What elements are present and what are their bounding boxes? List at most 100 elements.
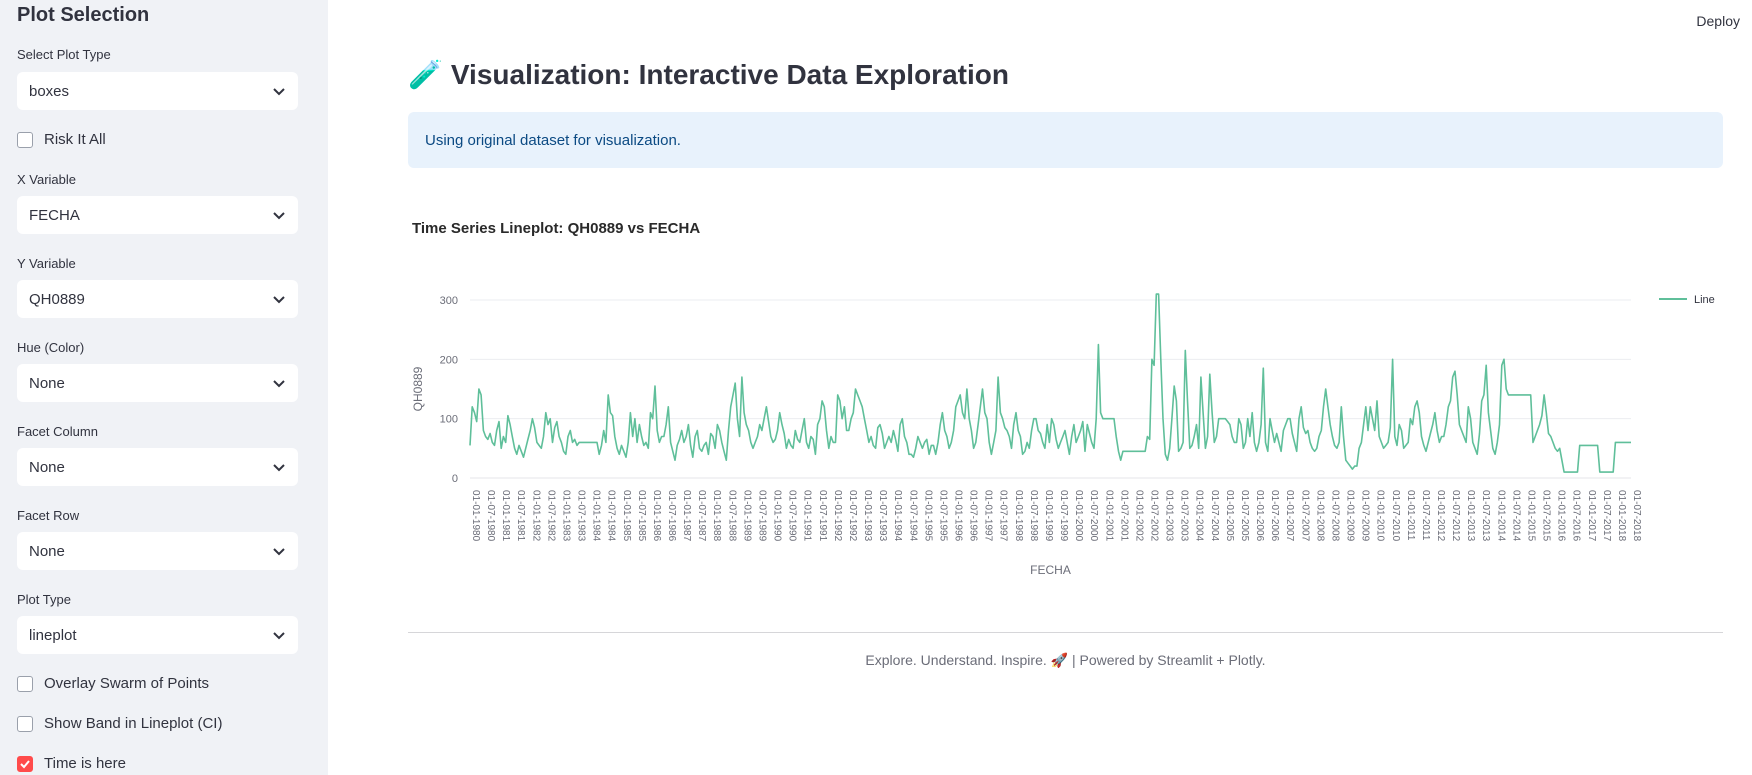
- x-tick-label: 01-07-1989: [756, 490, 767, 542]
- x-tick-label: 01-07-2004: [1209, 490, 1220, 542]
- x-tick-label: 01-07-2007: [1299, 490, 1310, 542]
- x-tick-label: 01-07-1995: [937, 490, 948, 542]
- x-tick-label: 01-07-2003: [1179, 490, 1190, 542]
- y-axis-label: QH0889: [411, 366, 425, 411]
- chevron-down-icon: [272, 460, 286, 474]
- x-tick-label: 01-07-2018: [1631, 490, 1642, 542]
- x-tick-label: 01-01-2000: [1073, 490, 1084, 542]
- overlay-swarm-label: Overlay Swarm of Points: [44, 675, 210, 692]
- x-tick-label: 01-07-2017: [1601, 490, 1612, 542]
- x-tick-label: 01-07-1992: [847, 490, 858, 542]
- deploy-button[interactable]: Deploy: [1696, 13, 1740, 29]
- y-variable-select[interactable]: QH0889: [17, 280, 298, 318]
- test-tube-icon: 🧪: [408, 59, 443, 90]
- hue-label: Hue (Color): [17, 340, 85, 355]
- x-tick-label: 01-01-1984: [591, 490, 602, 542]
- x-variable-select[interactable]: FECHA: [17, 196, 298, 234]
- show-band-label: Show Band in Lineplot (CI): [44, 715, 223, 732]
- check-icon: [20, 759, 30, 768]
- x-tick-label: 01-07-1990: [787, 490, 798, 542]
- hue-select[interactable]: None: [17, 364, 298, 402]
- facet-row-label: Facet Row: [17, 508, 80, 523]
- x-tick-label: 01-07-2010: [1390, 490, 1401, 542]
- plot-type-select[interactable]: boxes: [17, 72, 298, 110]
- x-tick-label: 01-07-2008: [1329, 490, 1340, 542]
- x-tick-label: 01-07-1985: [636, 490, 647, 542]
- x-tick-label: 01-01-1986: [651, 490, 662, 542]
- x-tick-label: 01-01-2007: [1284, 490, 1295, 542]
- x-tick-label: 01-01-1999: [1043, 490, 1054, 542]
- x-tick-label: 01-07-1987: [696, 490, 707, 542]
- x-tick-label: 01-01-1989: [741, 490, 752, 542]
- x-tick-label: 01-01-2016: [1556, 490, 1567, 542]
- x-tick-label: 01-01-1983: [560, 490, 571, 542]
- chevron-down-icon: [272, 208, 286, 222]
- plot-type-value: lineplot: [29, 626, 77, 644]
- x-tick-label: 01-01-1987: [681, 490, 692, 542]
- facet-column-label: Facet Column: [17, 424, 98, 439]
- x-tick-label: 01-07-1986: [666, 490, 677, 542]
- x-tick-label: 01-01-1995: [922, 490, 933, 542]
- plot-type-select-value: boxes: [29, 82, 70, 100]
- checkbox-box-checked[interactable]: [17, 755, 33, 772]
- footer-text: Explore. Understand. Inspire. 🚀 | Powere…: [865, 652, 1266, 668]
- x-tick-label: 01-07-2014: [1510, 490, 1521, 542]
- x-tick-label: 01-07-2016: [1571, 490, 1582, 542]
- x-tick-label: 01-01-1988: [711, 490, 722, 542]
- x-tick-label: 01-07-2013: [1480, 490, 1491, 542]
- x-tick-label: 01-01-2002: [1133, 490, 1144, 542]
- x-tick-label: 01-01-2009: [1345, 490, 1356, 542]
- info-text: Using original dataset for visualization…: [425, 131, 681, 149]
- facet-row-select[interactable]: None: [17, 532, 298, 570]
- x-tick-label: 01-01-1991: [802, 490, 813, 542]
- plot-type-select-2[interactable]: lineplot: [17, 616, 298, 654]
- x-tick-label: 01-07-1997: [998, 490, 1009, 542]
- time-is-here-label: Time is here: [44, 755, 126, 772]
- x-tick-label: 01-01-2004: [1194, 490, 1205, 542]
- time-is-here-checkbox[interactable]: Time is here: [17, 755, 126, 772]
- x-tick-label: 01-01-2017: [1586, 490, 1597, 542]
- checkbox-box[interactable]: [17, 675, 33, 692]
- x-variable-label: X Variable: [17, 172, 77, 187]
- x-tick-label: 01-01-2015: [1525, 490, 1536, 542]
- x-tick-label: 01-01-2014: [1495, 490, 1506, 542]
- x-axis-label: FECHA: [1030, 563, 1071, 577]
- x-tick-label: 01-07-1982: [545, 490, 556, 542]
- plot-type-label: Plot Type: [17, 592, 71, 607]
- hue-value: None: [29, 374, 65, 392]
- x-tick-label: 01-01-1982: [530, 490, 541, 542]
- x-tick-label: 01-07-1980: [485, 490, 496, 542]
- checkbox-box[interactable]: [17, 715, 33, 732]
- chart-title: Time Series Lineplot: QH0889 vs FECHA: [412, 220, 701, 237]
- x-tick-label: 01-01-2013: [1465, 490, 1476, 542]
- x-tick-label: 01-07-1983: [576, 490, 587, 542]
- x-tick-label: 01-07-2002: [1149, 490, 1160, 542]
- checkbox-box[interactable]: [17, 131, 33, 148]
- plot-type-select-label: Select Plot Type: [17, 47, 111, 62]
- x-tick-label: 01-07-2011: [1420, 490, 1431, 541]
- risk-it-all-checkbox[interactable]: Risk It All: [17, 131, 106, 148]
- page-title-text: Visualization: Interactive Data Explorat…: [450, 58, 1009, 90]
- sidebar-title: Plot Selection: [17, 4, 150, 26]
- facet-column-select[interactable]: None: [17, 448, 298, 486]
- line-chart[interactable]: 0 100 200 300 01-01-1980 01-07-1980 01-01-1981…: [408, 270, 1752, 590]
- info-banner: Using original dataset for visualization…: [408, 112, 1723, 168]
- x-tick-label: 01-07-2006: [1269, 490, 1280, 542]
- x-tick-label: 01-01-1994: [892, 490, 903, 542]
- series-line[interactable]: [469, 293, 1631, 473]
- x-tick-label: 01-07-2001: [1118, 490, 1129, 542]
- overlay-swarm-checkbox[interactable]: Overlay Swarm of Points: [17, 675, 209, 692]
- y-tick-label: 100: [440, 414, 458, 426]
- x-tick-label: 01-07-1999: [1058, 490, 1069, 542]
- risk-it-all-label: Risk It All: [44, 131, 106, 148]
- x-tick-label: 01-01-2011: [1405, 490, 1416, 541]
- x-tick-label: 01-07-1984: [606, 490, 617, 542]
- legend-entry[interactable]: Line: [1694, 294, 1715, 306]
- chevron-down-icon: [272, 84, 286, 98]
- page-title: 🧪 Visualization: Interactive Data Explor…: [408, 58, 1009, 91]
- x-tick-label: 01-07-1996: [968, 490, 979, 542]
- chevron-down-icon: [272, 292, 286, 306]
- x-tick-label: 01-01-2001: [1103, 490, 1114, 542]
- show-band-checkbox[interactable]: Show Band in Lineplot (CI): [17, 715, 222, 732]
